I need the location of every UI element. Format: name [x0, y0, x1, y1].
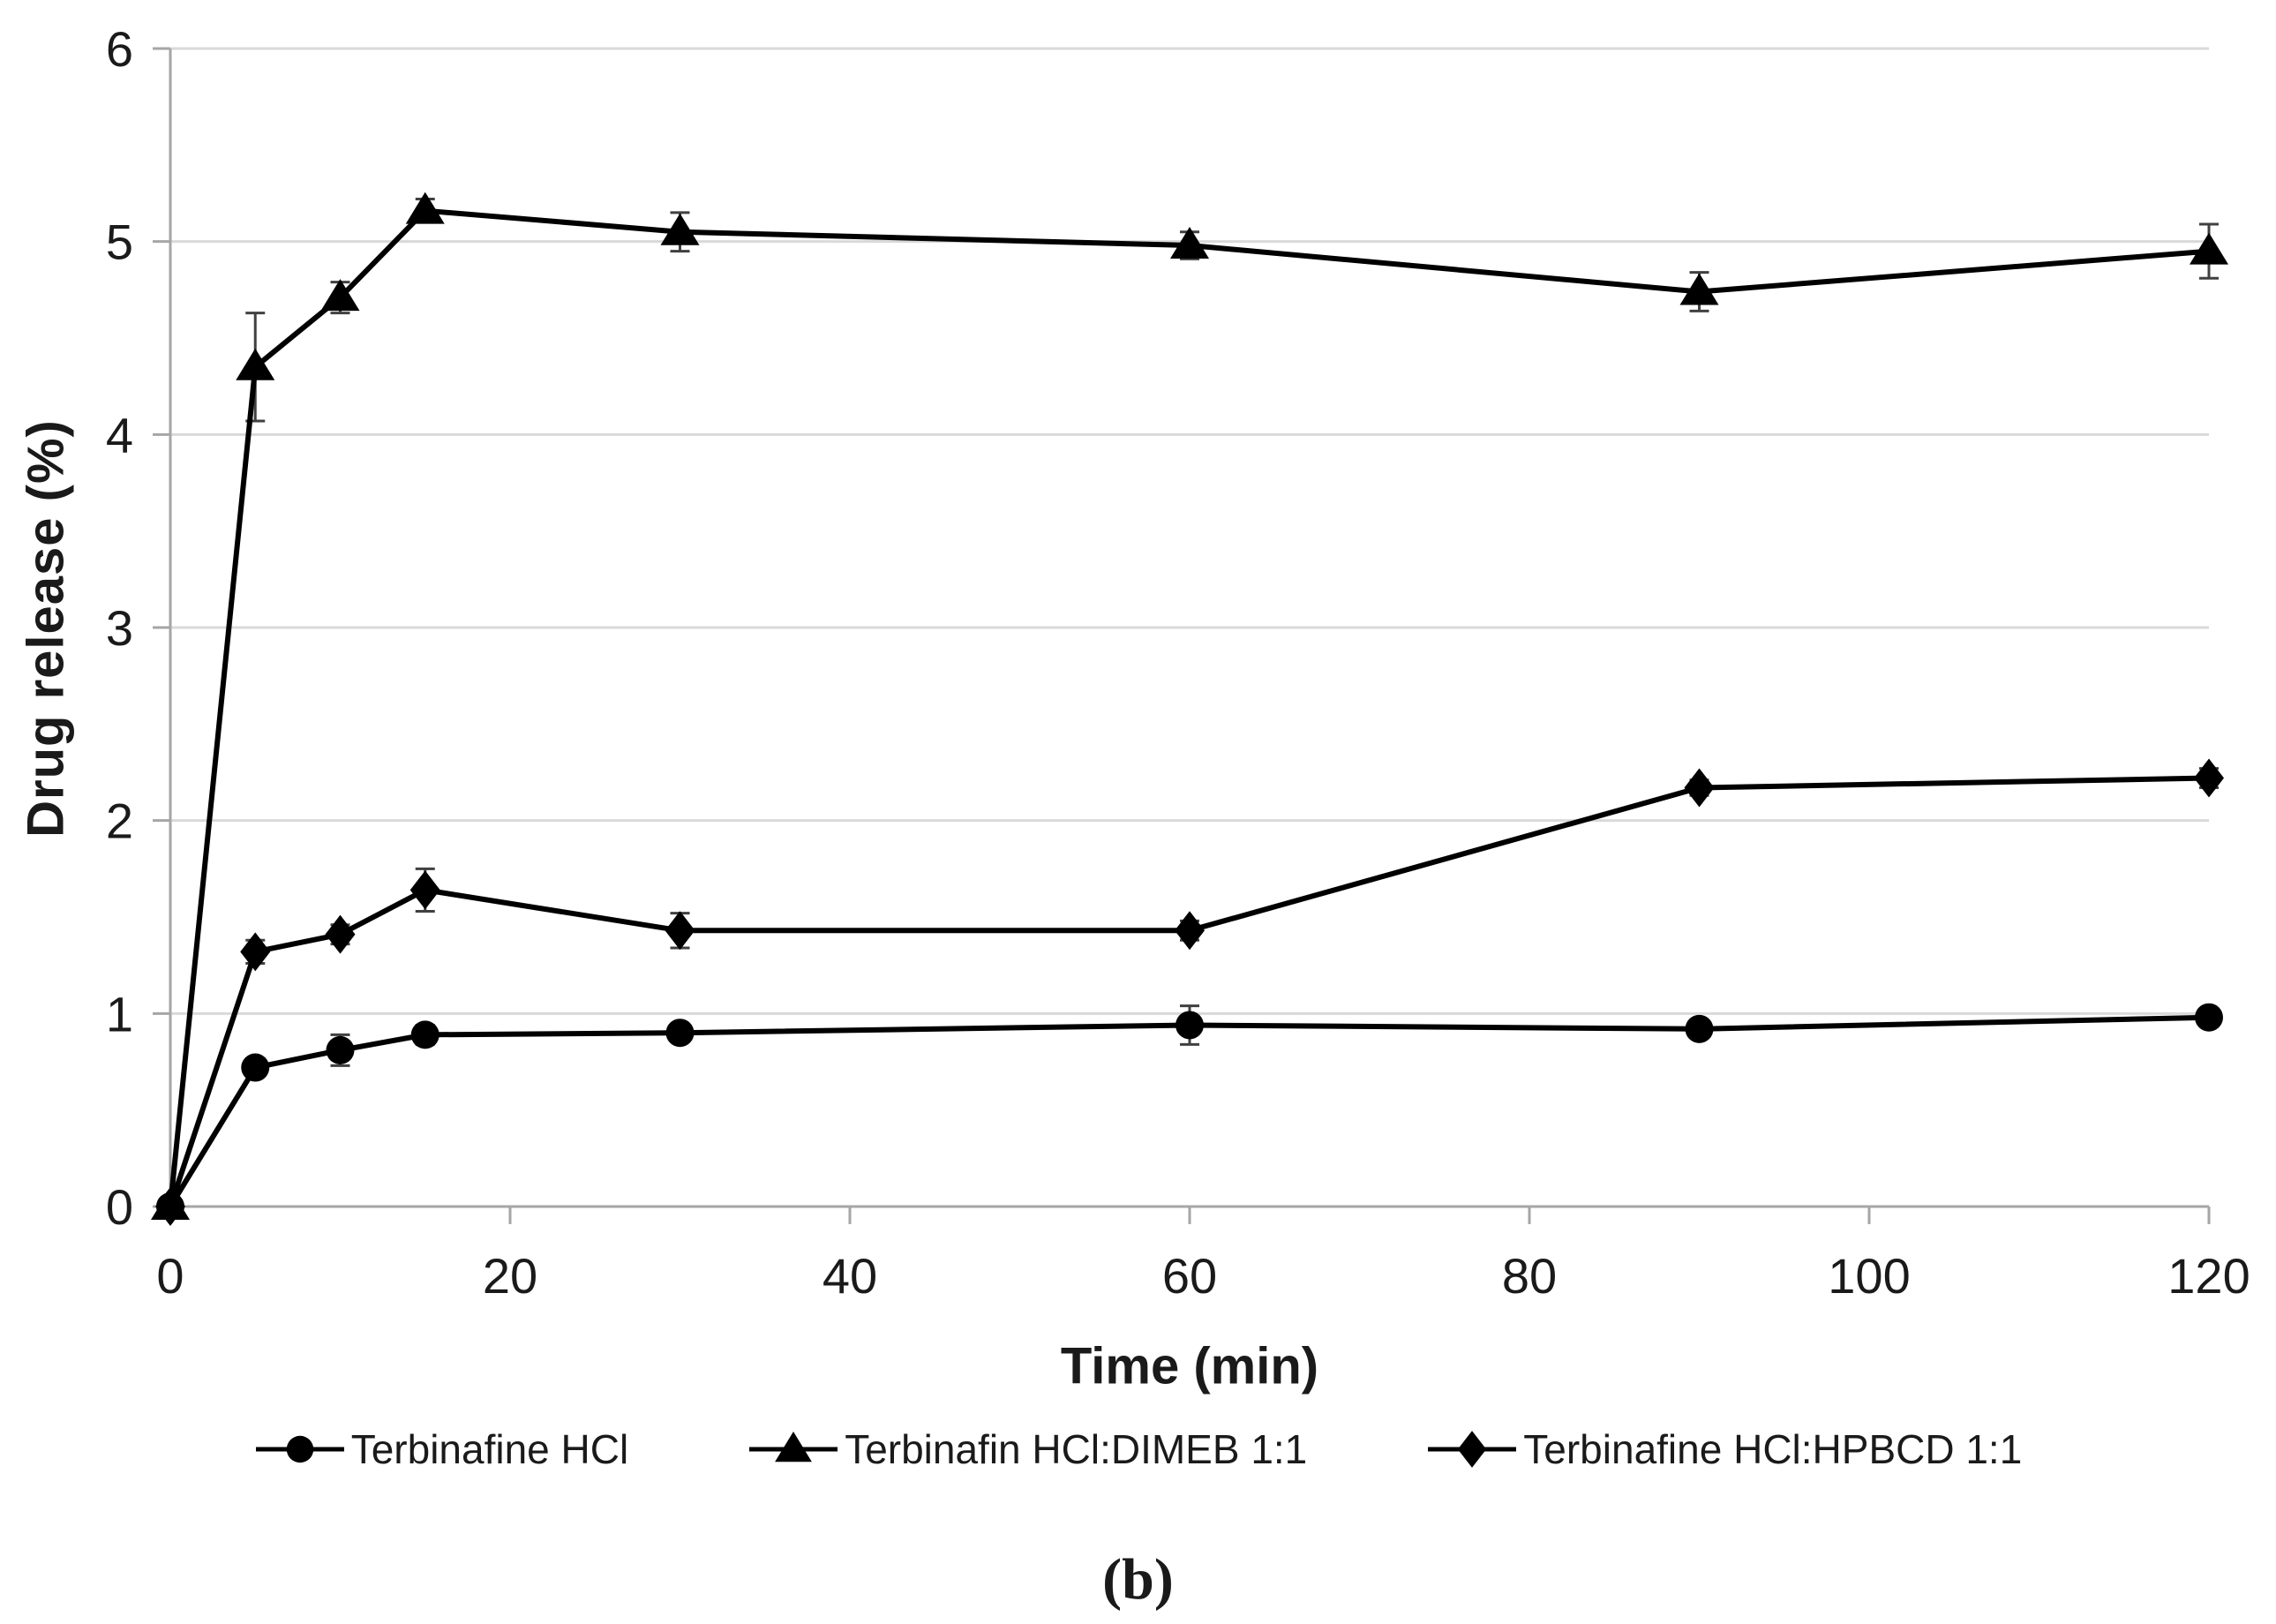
y-tick-label: 5 — [106, 214, 133, 270]
diamond-marker — [1684, 768, 1715, 808]
circle-marker — [2195, 1003, 2223, 1032]
circle-marker — [1685, 1014, 1714, 1043]
triangle-marker-icon — [749, 1432, 838, 1462]
triangle-marker — [1679, 273, 1719, 305]
circle-marker — [1176, 1011, 1204, 1040]
diamond-marker — [325, 914, 356, 954]
axes — [153, 47, 2211, 1224]
circle-marker — [286, 1435, 313, 1463]
circle-marker — [241, 1053, 270, 1082]
diamond-marker — [1175, 911, 1205, 951]
legend: Terbinafine HCl Terbinafin HCl:DIMEB 1:1… — [0, 1425, 2276, 1473]
x-tick-label: 0 — [156, 1248, 184, 1304]
triangle-marker — [660, 213, 700, 245]
series-triangle — [151, 192, 2228, 1220]
x-tick-label: 40 — [823, 1248, 877, 1304]
y-tick-label: 2 — [106, 793, 133, 849]
circle-marker — [410, 1020, 439, 1049]
diamond-marker — [155, 1187, 185, 1226]
triangle-marker — [236, 348, 275, 380]
legend-label: Terbinafin HCl:DIMEB 1:1 — [845, 1426, 1308, 1472]
legend-item: Terbinafine HCl — [254, 1425, 628, 1473]
y-tick-label: 3 — [106, 600, 133, 656]
diamond-marker — [240, 932, 271, 972]
diamond-marker — [409, 870, 440, 910]
circle-marker — [665, 1019, 695, 1048]
y-tick-label: 4 — [106, 407, 133, 462]
triangle-marker — [2190, 232, 2228, 265]
x-axis-title: Time (min) — [1060, 1337, 1319, 1395]
diamond-marker — [2194, 758, 2224, 798]
series-diamond — [155, 758, 2224, 1226]
series-circle — [156, 1003, 2223, 1221]
x-tick-label: 60 — [1162, 1248, 1217, 1304]
x-tick-label: 80 — [1502, 1248, 1557, 1304]
y-tick-label: 0 — [106, 1179, 133, 1235]
y-tick-label: 1 — [106, 986, 133, 1041]
triangle-marker — [405, 192, 445, 224]
diamond-marker — [665, 911, 695, 951]
x-tick-label: 20 — [483, 1248, 537, 1304]
x-tick-label: 120 — [2167, 1248, 2250, 1304]
legend-item: Terbinafin HCl:DIMEB 1:1 — [747, 1425, 1307, 1473]
diamond-marker — [1458, 1431, 1487, 1468]
triangle-marker — [320, 279, 360, 312]
triangle-marker — [775, 1432, 813, 1462]
y-tick-label: 6 — [106, 21, 133, 77]
triangle-marker — [1170, 227, 1209, 259]
diamond-marker-icon — [1428, 1431, 1517, 1468]
x-tick-label: 100 — [1828, 1248, 1910, 1304]
circle-marker — [326, 1035, 355, 1064]
legend-label: Terbinafine HCl — [350, 1426, 629, 1472]
figure-caption: (b) — [1102, 1547, 1174, 1612]
legend-item: Terbinafine HCl:HPBCD 1:1 — [1426, 1425, 2022, 1473]
circle-marker-icon — [255, 1435, 344, 1463]
legend-label: Terbinafine HCl:HPBCD 1:1 — [1523, 1426, 2023, 1472]
y-axis-title: Drug release (%) — [17, 419, 75, 838]
